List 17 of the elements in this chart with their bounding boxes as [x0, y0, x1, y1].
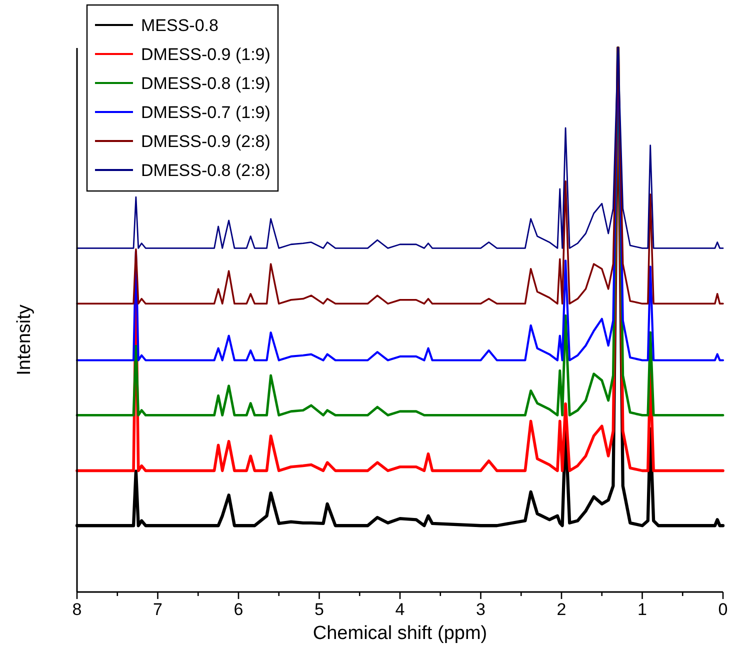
x-tick-label: 7 — [153, 600, 162, 619]
legend-label: DMESS-0.8 (1:9) — [141, 74, 270, 93]
x-tick-label: 8 — [72, 600, 82, 619]
x-tick-label: 2 — [556, 600, 566, 619]
y-axis-title: Intensity — [14, 304, 35, 376]
x-tick-label: 3 — [476, 600, 486, 619]
x-tick-label: 6 — [234, 600, 244, 619]
x-tick-label: 5 — [314, 600, 324, 619]
x-axis-title: Chemical shift (ppm) — [312, 623, 488, 644]
x-tick-label: 0 — [718, 600, 728, 619]
legend-label: DMESS-0.7 (1:9) — [141, 103, 270, 122]
x-tick-label: 1 — [638, 600, 647, 619]
legend-label: DMESS-0.9 (1:9) — [141, 45, 270, 64]
legend-label: MESS-0.8 — [141, 16, 218, 35]
legend-label: DMESS-0.9 (2:8) — [141, 132, 270, 151]
x-tick-label: 4 — [395, 600, 405, 619]
legend-label: DMESS-0.8 (2:8) — [141, 161, 270, 180]
